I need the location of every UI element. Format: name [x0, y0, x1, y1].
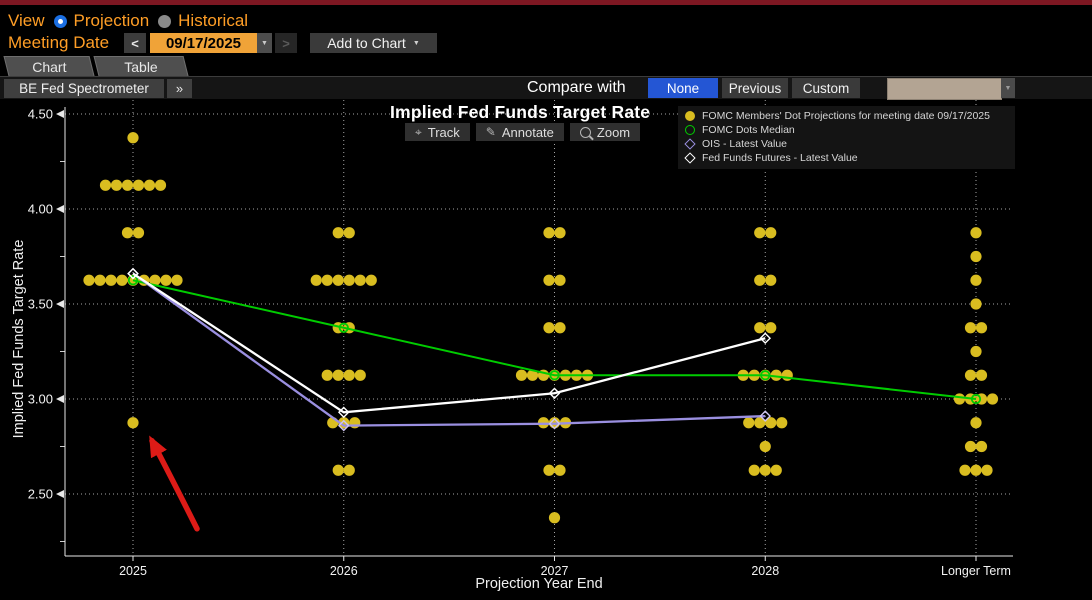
chevron-right-icon: >	[282, 35, 290, 51]
historical-radio-icon[interactable]	[158, 14, 172, 28]
svg-text:3.50: 3.50	[28, 297, 53, 312]
chart-legend: FOMC Members' Dot Projections for meetin…	[678, 106, 1015, 169]
legend-item-dots: FOMC Members' Dot Projections for meetin…	[678, 109, 1015, 123]
zoom-button[interactable]: Zoom	[569, 123, 641, 141]
date-dropdown-button[interactable]: ▼	[257, 33, 272, 53]
compare-none-button[interactable]: None	[648, 78, 718, 98]
meeting-date-label: Meeting Date	[8, 33, 110, 52]
svg-text:2.50: 2.50	[28, 487, 53, 502]
compare-select-dropdown-button[interactable]: ▼	[1001, 78, 1015, 98]
svg-text:2025: 2025	[119, 564, 147, 578]
track-label: Track	[427, 124, 460, 140]
meeting-date-row: Meeting Date < 09/17/2025 ▼ > Add to Cha…	[8, 32, 437, 54]
annotate-button[interactable]: ✎ Annotate	[475, 123, 564, 141]
annotate-label: Annotate	[501, 124, 554, 140]
magnifier-icon	[579, 126, 591, 138]
expand-button[interactable]: »	[167, 79, 192, 98]
track-crosshair-icon: ⌖	[415, 125, 422, 139]
projection-label: Projection	[73, 11, 150, 30]
historical-label: Historical	[178, 11, 249, 30]
view-option-projection[interactable]: Projection	[53, 11, 150, 31]
legend-item-ois: OIS - Latest Value	[678, 137, 1015, 151]
svg-text:2028: 2028	[751, 564, 779, 578]
chevron-down-icon: ▼	[412, 39, 420, 47]
legend-futures-label: Fed Funds Futures - Latest Value	[702, 152, 858, 164]
svg-text:2027: 2027	[541, 564, 569, 578]
compare-custom-button[interactable]: Custom	[792, 78, 860, 98]
chevron-left-icon: <	[131, 35, 139, 51]
green-open-circle-icon	[684, 125, 696, 135]
yellow-dot-icon	[684, 111, 696, 121]
compare-with-label: Compare with	[527, 79, 626, 96]
chevron-down-icon: ▼	[261, 39, 268, 47]
svg-text:4.00: 4.00	[28, 202, 53, 217]
x-axis-title: Projection Year End	[475, 576, 603, 592]
white-diamond-icon	[684, 152, 696, 164]
projection-radio-icon[interactable]	[53, 14, 67, 28]
top-accent-bar	[0, 0, 1092, 5]
view-label: View	[8, 11, 45, 30]
previous-date-button[interactable]: <	[124, 33, 146, 53]
annotation-layer	[149, 435, 200, 532]
svg-text:4.50: 4.50	[28, 107, 53, 122]
svg-text:2026: 2026	[330, 564, 358, 578]
legend-ois-label: OIS - Latest Value	[702, 138, 788, 150]
add-to-chart-label: Add to Chart	[327, 35, 406, 51]
legend-dots-label: FOMC Members' Dot Projections for meetin…	[702, 110, 990, 122]
view-option-historical[interactable]: Historical	[158, 11, 248, 31]
chart-toolbar: ⌖ Track ✎ Annotate Zoom	[405, 123, 641, 141]
chart-title: Implied Fed Funds Target Rate	[390, 102, 651, 122]
purple-diamond-icon	[684, 138, 696, 150]
annotate-pencil-icon: ✎	[485, 125, 496, 139]
zoom-label: Zoom	[596, 124, 631, 140]
track-button[interactable]: ⌖ Track	[405, 123, 470, 141]
double-chevron-right-icon: »	[175, 81, 184, 96]
compare-previous-button[interactable]: Previous	[722, 78, 788, 98]
svg-text:3.00: 3.00	[28, 392, 53, 407]
svg-text:Longer Term: Longer Term	[941, 564, 1011, 578]
view-row: View Projection Historical	[8, 10, 248, 32]
series-layer	[127, 267, 982, 432]
y-axis-title: Implied Fed Funds Target Rate	[11, 239, 27, 439]
add-to-chart-button[interactable]: Add to Chart ▼	[310, 33, 437, 53]
legend-item-futures: Fed Funds Futures - Latest Value	[678, 151, 1015, 165]
next-date-button[interactable]: >	[275, 33, 297, 53]
dots-layer	[83, 132, 999, 524]
meeting-date-field[interactable]: 09/17/2025	[150, 33, 257, 53]
be-fed-spectrometer-button[interactable]: BE Fed Spectrometer	[4, 79, 164, 98]
chevron-down-icon: ▼	[1004, 84, 1012, 92]
legend-item-median: FOMC Dots Median	[678, 123, 1015, 137]
axes: 2.50 3.00 3.50 4.00 4.50 2025 2026 2027 2028 Long…	[28, 107, 1013, 578]
legend-median-label: FOMC Dots Median	[702, 124, 795, 136]
